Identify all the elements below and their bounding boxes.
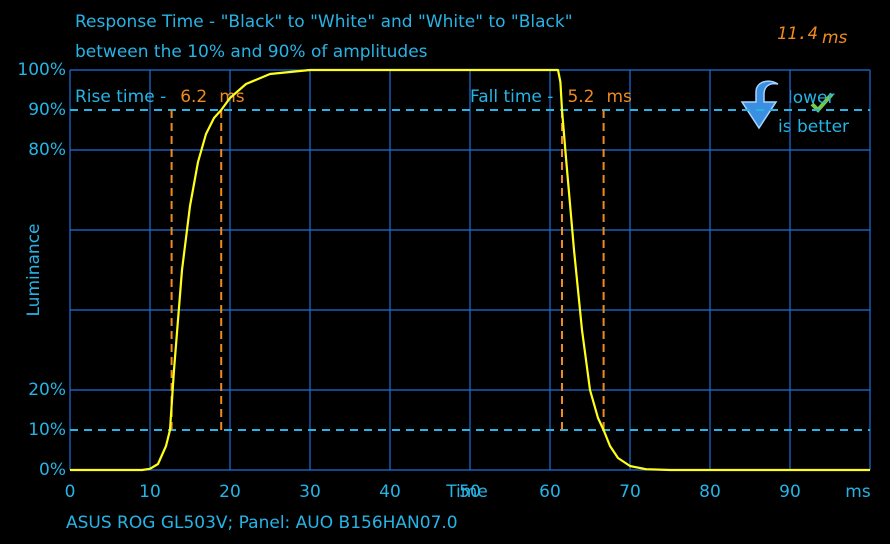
chart-title: Response Time - "Black" to "White" and "… — [75, 12, 573, 32]
annotation-value: 6.2 — [180, 87, 207, 107]
y-tick-label: 90% — [28, 100, 66, 120]
x-axis-unit: ms — [845, 482, 871, 502]
annotation-value: 5.2 — [567, 87, 594, 107]
x-tick-label: 80 — [699, 482, 721, 502]
annotation-unit: ms — [606, 87, 632, 107]
footer: ASUS ROG GL503V; Panel: AUO B156HAN07.0 — [66, 513, 458, 533]
y-tick-label: 0% — [39, 460, 66, 480]
annotation-label: Fall time - — [470, 87, 553, 107]
x-tick-label: 60 — [539, 482, 561, 502]
result-unit: ms — [822, 28, 848, 48]
x-tick-label: 70 — [619, 482, 641, 502]
y-tick-label: 100% — [17, 60, 66, 80]
result-value: 11.4 — [777, 24, 818, 44]
lower-better-badge: lower is better — [740, 80, 849, 137]
x-tick-label: 0 — [65, 482, 76, 502]
x-tick-label: 30 — [299, 482, 321, 502]
chart-subtitle: between the 10% and 90% of amplitudes — [75, 42, 428, 62]
y-axis-label: Luminance — [24, 223, 44, 316]
y-tick-label: 20% — [28, 380, 66, 400]
x-tick-label: 20 — [219, 482, 241, 502]
x-tick-label: 40 — [379, 482, 401, 502]
y-tick-label: 10% — [28, 420, 66, 440]
y-tick-label: 80% — [28, 140, 66, 160]
arrow-icon — [740, 80, 779, 130]
x-tick-label: 90 — [779, 482, 801, 502]
x-tick-label: 50 — [459, 482, 481, 502]
note-line: lower — [788, 88, 834, 108]
x-axis-label: Time — [445, 482, 488, 502]
annotation-label: Rise time - — [75, 87, 166, 107]
note-line: is better — [778, 117, 849, 137]
x-tick-label: 10 — [139, 482, 161, 502]
data-line — [70, 68, 870, 472]
